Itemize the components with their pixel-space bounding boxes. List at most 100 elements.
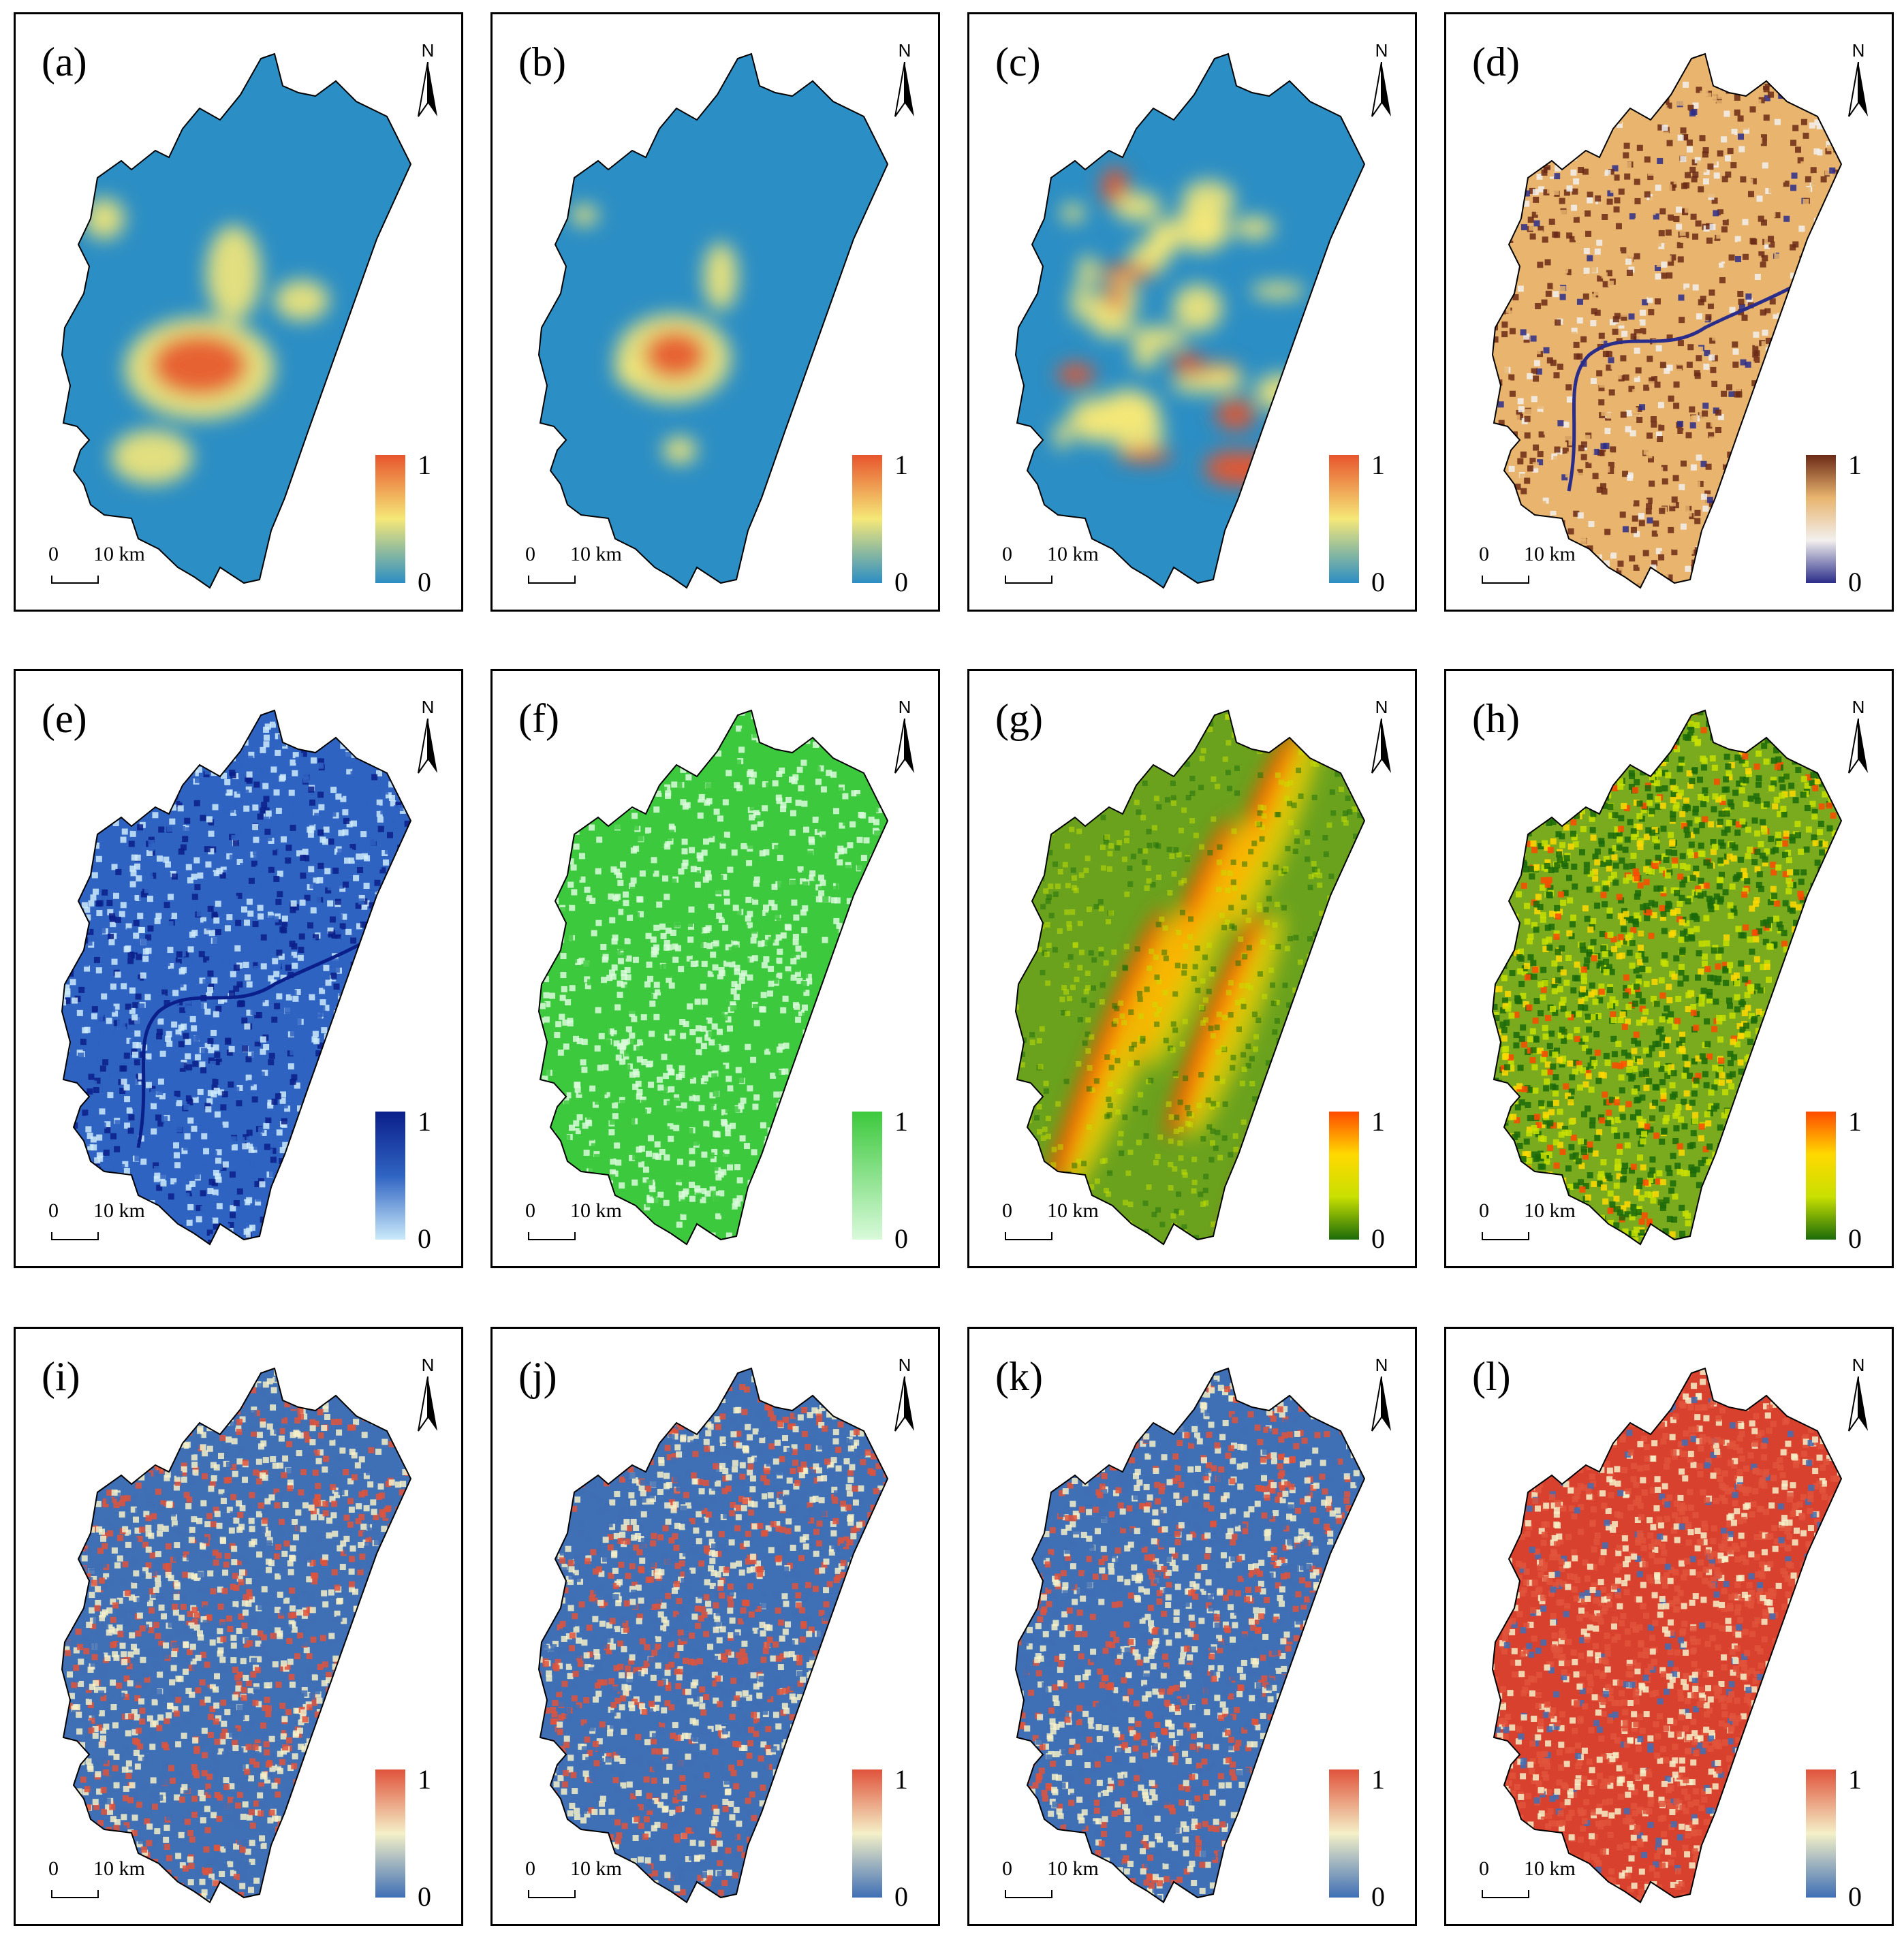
scale-bar-line xyxy=(1005,1890,1052,1898)
legend-color-ramp xyxy=(1329,1769,1359,1898)
legend-color-ramp xyxy=(852,1769,882,1898)
scale-zero-label: 0 xyxy=(48,544,59,565)
legend-min-label: 0 xyxy=(1848,1225,1862,1253)
region-map xyxy=(61,1367,412,1904)
north-letter: N xyxy=(1838,42,1879,59)
north-arrow-icon: N xyxy=(407,42,448,120)
scale-zero-label: 0 xyxy=(48,1201,59,1221)
map-panel: (d) N 0 10 km 1 0 xyxy=(1444,12,1894,612)
scale-bar: 0 10 km xyxy=(520,544,670,592)
scale-zero-label: 0 xyxy=(1479,544,1489,565)
north-arrow-icon: N xyxy=(407,698,448,776)
legend-min-label: 0 xyxy=(418,569,431,596)
legend-color-ramp xyxy=(375,455,405,583)
north-letter: N xyxy=(884,1356,925,1374)
region-map xyxy=(61,52,412,589)
legend-min-label: 0 xyxy=(1848,569,1862,596)
panel-label: (a) xyxy=(42,42,87,82)
map-panel: (l) N 0 10 km 1 0 xyxy=(1444,1327,1894,1926)
scale-bar-line xyxy=(1005,576,1052,584)
legend-max-label: 1 xyxy=(894,1108,908,1135)
scale-bar: 0 10 km xyxy=(997,544,1146,592)
scale-distance-label: 10 km xyxy=(1524,1201,1576,1221)
north-letter: N xyxy=(1361,1356,1402,1374)
north-arrow-icon: N xyxy=(1361,42,1402,120)
legend-max-label: 1 xyxy=(1371,1766,1385,1793)
scale-bar: 0 10 km xyxy=(43,1201,193,1248)
scale-bar-line xyxy=(528,1890,576,1898)
legend-min-label: 0 xyxy=(894,1225,908,1253)
north-letter: N xyxy=(884,698,925,716)
scale-distance-label: 10 km xyxy=(1047,1201,1099,1221)
scale-bar: 0 10 km xyxy=(997,1201,1146,1248)
legend-max-label: 1 xyxy=(894,1766,908,1793)
legend-min-label: 0 xyxy=(1848,1883,1862,1910)
scale-zero-label: 0 xyxy=(1002,544,1012,565)
north-letter: N xyxy=(884,42,925,59)
legend-color-ramp xyxy=(375,1769,405,1898)
north-letter: N xyxy=(407,698,448,716)
scale-bar-line xyxy=(1482,1890,1529,1898)
legend-color-ramp xyxy=(1329,455,1359,583)
legend-max-label: 1 xyxy=(894,452,908,479)
legend-max-label: 1 xyxy=(1848,1108,1862,1135)
legend-color-ramp xyxy=(852,455,882,583)
legend-color-ramp xyxy=(1806,1769,1836,1898)
scale-distance-label: 10 km xyxy=(1047,1859,1099,1879)
north-letter: N xyxy=(1361,698,1402,716)
map-panel: (c) N 0 10 km 1 0 xyxy=(967,12,1417,612)
scale-distance-label: 10 km xyxy=(93,1859,145,1879)
north-letter: N xyxy=(1838,698,1879,716)
north-arrow-icon: N xyxy=(884,1356,925,1434)
scale-zero-label: 0 xyxy=(1479,1201,1489,1221)
scale-bar-line xyxy=(51,576,99,584)
scale-distance-label: 10 km xyxy=(570,1859,622,1879)
scale-bar: 0 10 km xyxy=(520,1859,670,1906)
legend-color-ramp xyxy=(375,1112,405,1240)
north-arrow-icon: N xyxy=(1838,698,1879,776)
scale-zero-label: 0 xyxy=(1002,1859,1012,1879)
scale-bar: 0 10 km xyxy=(43,544,193,592)
legend-max-label: 1 xyxy=(1371,1108,1385,1135)
scale-distance-label: 10 km xyxy=(1524,544,1576,565)
scale-zero-label: 0 xyxy=(525,1201,535,1221)
scale-bar-line xyxy=(1005,1232,1052,1240)
legend-max-label: 1 xyxy=(418,1766,431,1793)
legend-color-ramp xyxy=(852,1112,882,1240)
panel-label: (f) xyxy=(518,698,559,739)
scale-bar: 0 10 km xyxy=(1473,544,1623,592)
legend-min-label: 0 xyxy=(418,1883,431,1910)
scale-distance-label: 10 km xyxy=(570,1201,622,1221)
panel-label: (j) xyxy=(518,1356,557,1397)
scale-bar-line xyxy=(528,576,576,584)
scale-bar: 0 10 km xyxy=(520,1201,670,1248)
region-map xyxy=(537,709,889,1246)
scale-zero-label: 0 xyxy=(1479,1859,1489,1879)
scale-bar: 0 10 km xyxy=(43,1859,193,1906)
legend-min-label: 0 xyxy=(894,569,908,596)
scale-zero-label: 0 xyxy=(525,1859,535,1879)
region-map xyxy=(1491,1367,1843,1904)
legend-color-ramp xyxy=(1329,1112,1359,1240)
region-map xyxy=(1491,52,1843,589)
scale-bar-line xyxy=(51,1232,99,1240)
scale-zero-label: 0 xyxy=(48,1859,59,1879)
panel-label: (k) xyxy=(995,1356,1043,1397)
north-arrow-icon: N xyxy=(884,42,925,120)
scale-bar-line xyxy=(528,1232,576,1240)
map-panel: (i) N 0 10 km 1 0 xyxy=(14,1327,463,1926)
panel-label: (e) xyxy=(42,698,87,739)
legend-min-label: 0 xyxy=(1371,1225,1385,1253)
scale-distance-label: 10 km xyxy=(1047,544,1099,565)
legend-max-label: 1 xyxy=(418,1108,431,1135)
north-arrow-icon: N xyxy=(1838,42,1879,120)
legend-min-label: 0 xyxy=(1371,1883,1385,1910)
legend-min-label: 0 xyxy=(418,1225,431,1253)
region-map xyxy=(537,1367,889,1904)
north-letter: N xyxy=(407,1356,448,1374)
panel-label: (b) xyxy=(518,42,566,82)
panel-label: (i) xyxy=(42,1356,80,1397)
scale-bar: 0 10 km xyxy=(1473,1201,1623,1248)
panel-label: (g) xyxy=(995,698,1043,739)
